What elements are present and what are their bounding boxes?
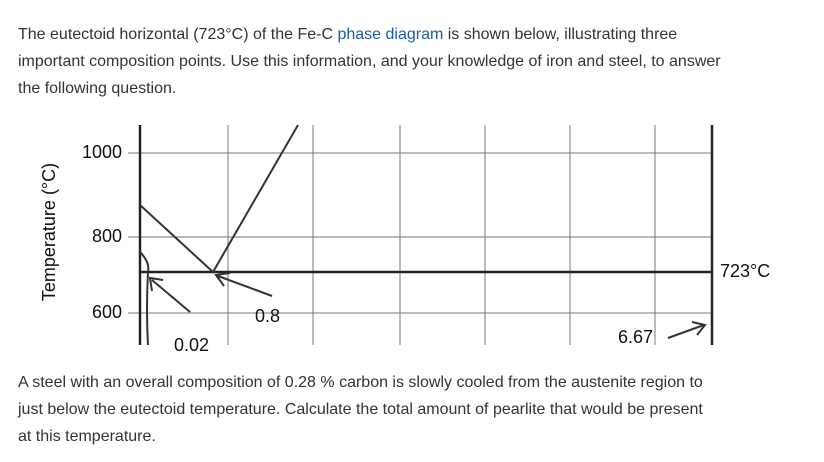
- intro-line: the following question.: [18, 80, 177, 97]
- point-label: 0.8: [255, 306, 280, 326]
- link[interactable]: phase diagram: [337, 26, 444, 43]
- question-line: A steel with an overall composition of 0…: [18, 374, 703, 391]
- intro-line: The eutectoid horizontal (723°C) of the …: [18, 25, 677, 45]
- intro-line: important composition points. Use this i…: [18, 53, 721, 70]
- phase-boundary: [139, 251, 150, 346]
- eutectoid-label: 723°C: [720, 261, 770, 281]
- y-axis-label: Temperature (°C): [39, 163, 59, 301]
- question-line: at this temperature.: [18, 428, 156, 445]
- point-label: 6.67: [618, 327, 653, 347]
- y-tick-label: 800: [92, 226, 122, 246]
- point-label: 0.02: [174, 335, 209, 355]
- arrows: [148, 272, 707, 339]
- arrow-head: [148, 276, 164, 292]
- arrow: [151, 279, 191, 313]
- y-tick-label: 1000: [82, 142, 122, 162]
- arrow-head: [214, 272, 231, 287]
- grid: [128, 125, 712, 345]
- intro-text: The eutectoid horizontal (723°C) of the …: [18, 26, 333, 43]
- question-line: just below the eutectoid temperature. Ca…: [18, 401, 703, 418]
- y-tick-label: 600: [92, 302, 122, 322]
- arrow-head: [691, 321, 707, 336]
- phase-boundary: [139, 124, 299, 274]
- arrow: [667, 324, 705, 339]
- arrow: [217, 275, 273, 297]
- intro-text: is shown below, illustrating three: [447, 26, 678, 43]
